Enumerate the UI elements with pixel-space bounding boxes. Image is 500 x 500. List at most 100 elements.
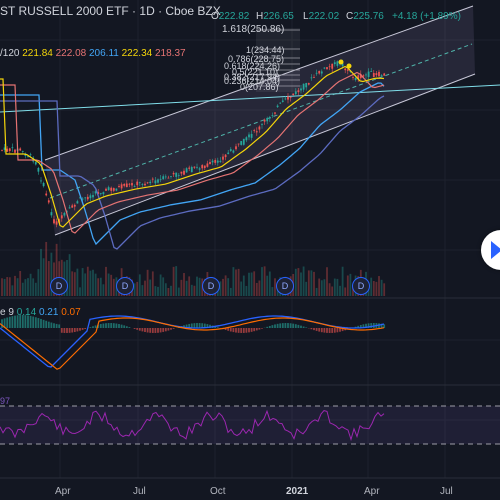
candle-body: [227, 152, 230, 155]
macd-histogram-bar: [380, 323, 383, 328]
candle-body: [289, 97, 292, 98]
macd-histogram-bar: [128, 327, 131, 328]
candle-body: [214, 160, 217, 163]
candle-body: [253, 130, 256, 131]
volume-bar: [185, 280, 188, 296]
dividend-marker[interactable]: D: [116, 277, 134, 295]
macd-histogram-bar: [196, 323, 198, 328]
macd-histogram-bar: [8, 316, 11, 328]
macd-histogram-bar: [271, 325, 274, 328]
volume-bar: [76, 268, 79, 296]
volume-bar: [183, 273, 185, 296]
volume-bar: [266, 275, 269, 296]
volume-bar: [167, 287, 170, 296]
macd-histogram-bar: [110, 323, 113, 328]
macd-histogram-bar: [172, 328, 175, 329]
macd-histogram-bar: [63, 328, 66, 333]
macd-histogram-bar: [276, 323, 279, 328]
volume-bar: [336, 278, 339, 296]
candle-body: [110, 187, 113, 191]
volume-bar: [339, 285, 341, 296]
macd-histogram-bar: [144, 328, 146, 333]
dividend-marker[interactable]: D: [50, 277, 68, 295]
macd-histogram-bar: [190, 323, 193, 328]
symbol-title[interactable]: ST RUSSELL 2000 ETF · 1D · Cboe BZX: [0, 4, 221, 18]
candle-body: [128, 183, 131, 185]
macd-histogram-bar: [136, 328, 139, 330]
volume-bar: [32, 278, 35, 296]
volume-bar: [133, 283, 136, 296]
volume-bar: [86, 266, 89, 296]
candle-body: [240, 141, 243, 145]
candle-body: [279, 102, 282, 104]
candle-body: [242, 138, 245, 145]
candle-body: [375, 73, 378, 76]
volume-bar: [380, 279, 383, 296]
volume-bar: [164, 283, 167, 296]
volume-bar: [177, 287, 180, 296]
volume-bar: [255, 282, 258, 296]
ma-legend[interactable]: /120 221.84 222.08 206.11 222.34 218.37: [0, 48, 186, 59]
macd-histogram-bar: [279, 323, 282, 328]
macd-histogram-bar: [14, 315, 16, 328]
macd-histogram-bar: [258, 328, 261, 330]
candle-body: [42, 182, 45, 187]
macd-histogram-bar: [37, 318, 40, 328]
volume-bar: [224, 275, 227, 296]
macd-histogram-bar: [76, 328, 79, 332]
volume-bar: [302, 266, 305, 296]
macd-histogram-bar: [89, 327, 92, 328]
arrow-right-icon: [491, 241, 500, 259]
dividend-marker[interactable]: D: [276, 277, 294, 295]
candle-body: [55, 221, 58, 225]
macd-histogram-bar: [170, 328, 172, 330]
dividend-marker[interactable]: D: [352, 277, 370, 295]
candle-body: [6, 148, 9, 152]
volume-bar: [190, 284, 193, 296]
macd-histogram-bar: [157, 328, 159, 333]
candle-body: [302, 83, 305, 90]
candle-body: [268, 117, 271, 119]
rsi-legend[interactable]: 97: [0, 396, 11, 406]
macd-histogram-bar: [79, 328, 81, 331]
volume-bar: [313, 271, 315, 296]
macd-histogram-bar: [16, 315, 19, 328]
volume-bar: [14, 275, 16, 296]
fib-level-label: 1(234.44): [246, 45, 285, 55]
candle-body: [66, 211, 68, 213]
macd-histogram-bar: [185, 324, 188, 328]
macd-histogram-bar: [201, 323, 204, 328]
macd-histogram-bar: [162, 328, 165, 332]
volume-bar: [21, 282, 24, 296]
macd-histogram-bar: [188, 323, 191, 328]
candle-body: [320, 71, 323, 74]
candle-body: [146, 182, 149, 184]
volume-bar: [37, 269, 40, 296]
macd-histogram-bar: [209, 324, 211, 328]
macd-histogram-bar: [167, 328, 170, 331]
macd-histogram-bar: [300, 325, 302, 328]
volume-bar: [110, 274, 113, 296]
volume-bar: [107, 273, 110, 296]
candle-body: [336, 61, 339, 66]
candle-body: [175, 172, 178, 177]
macd-legend[interactable]: e 9 0.14 0.21 0.07: [0, 307, 81, 318]
candle-body: [1, 149, 3, 151]
dividend-marker[interactable]: D: [202, 277, 220, 295]
macd-histogram-bar: [229, 328, 232, 332]
volume-bar: [229, 287, 232, 296]
x-axis-label: Apr: [55, 486, 71, 497]
volume-bar: [219, 281, 222, 296]
x-axis-label: Oct: [210, 486, 226, 497]
macd-histogram-bar: [71, 328, 74, 333]
macd-histogram-bar: [146, 328, 149, 333]
macd-histogram-bar: [339, 328, 341, 332]
macd-histogram-bar: [42, 319, 45, 328]
scroll-to-realtime-button[interactable]: [481, 230, 500, 270]
candle-body: [92, 195, 94, 198]
macd-histogram-bar: [97, 324, 100, 328]
candle-body: [229, 149, 232, 151]
candle-body: [378, 71, 380, 77]
macd-histogram-bar: [133, 328, 136, 329]
